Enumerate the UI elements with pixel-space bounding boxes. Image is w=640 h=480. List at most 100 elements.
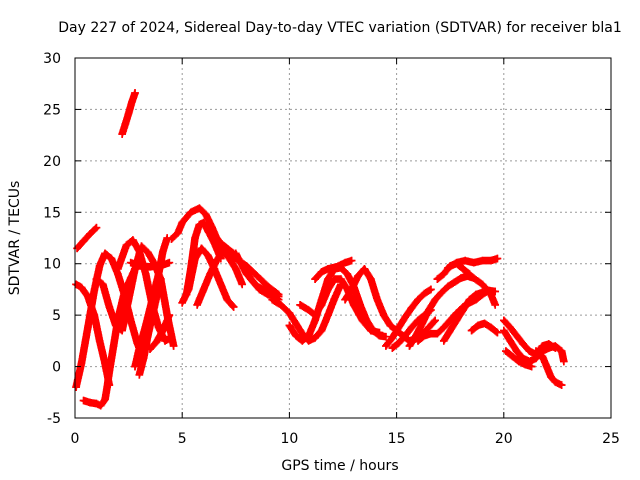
- data-point: [478, 256, 487, 265]
- series-sat-ab: [439, 288, 487, 345]
- data-point: [547, 373, 555, 381]
- data-point: [178, 299, 186, 307]
- data-point: [433, 275, 442, 283]
- data-point: [277, 301, 285, 309]
- data-point: [105, 303, 114, 311]
- data-point: [407, 323, 416, 332]
- data-point: [122, 241, 131, 249]
- data-point: [197, 244, 206, 253]
- data-point: [347, 285, 356, 294]
- data-point: [354, 272, 362, 280]
- data-point: [253, 282, 262, 291]
- data-point: [557, 381, 566, 389]
- data-point: [358, 316, 367, 325]
- data-point: [382, 342, 390, 350]
- data-point: [253, 272, 262, 280]
- data-point: [92, 223, 101, 232]
- data-point: [105, 367, 114, 376]
- data-point: [159, 247, 167, 256]
- series-sat-ai: [532, 347, 566, 389]
- data-point: [292, 319, 300, 328]
- data-point: [79, 237, 88, 245]
- data-point: [506, 337, 515, 345]
- data-point: [184, 285, 193, 294]
- y-tick-label: 5: [52, 308, 61, 324]
- data-point: [388, 333, 397, 342]
- data-point: [459, 265, 467, 273]
- data-point: [478, 288, 487, 297]
- data-point: [92, 399, 101, 408]
- x-tick-labels: 0 5 10 15 20 25: [71, 431, 620, 447]
- data-point: [469, 258, 478, 267]
- data-point: [401, 313, 409, 321]
- data-point: [285, 321, 294, 330]
- data-point: [527, 362, 536, 371]
- data-point: [317, 268, 326, 276]
- data-point: [420, 289, 429, 298]
- data-point: [367, 275, 375, 283]
- data-point: [296, 301, 304, 309]
- data-point: [414, 337, 422, 345]
- data-point: [478, 280, 487, 289]
- y-tick-label: 0: [52, 360, 61, 376]
- data-point: [121, 120, 130, 128]
- data-point: [101, 395, 109, 404]
- axis-ticks: [74, 57, 612, 419]
- data-point: [95, 337, 104, 345]
- data-point: [512, 347, 521, 355]
- data-point: [392, 326, 401, 335]
- data-point: [407, 304, 416, 312]
- data-point: [204, 227, 212, 235]
- data-point: [375, 328, 384, 337]
- data-point: [298, 329, 307, 338]
- y-tick-label: 25: [43, 102, 61, 118]
- data-point: [424, 323, 433, 332]
- data-point: [156, 275, 165, 283]
- data-point: [229, 303, 238, 311]
- data-point: [521, 360, 530, 369]
- data-point: [92, 275, 101, 283]
- data-point: [502, 347, 510, 355]
- data-point: [165, 258, 174, 267]
- data-point: [146, 263, 154, 271]
- data-point: [386, 321, 394, 330]
- data-point: [487, 323, 495, 332]
- data-point: [542, 362, 551, 371]
- data-point: [204, 251, 212, 260]
- data-point: [332, 263, 341, 271]
- y-tick-label: -5: [47, 411, 61, 427]
- data-point: [347, 256, 356, 265]
- data-point: [199, 285, 208, 294]
- data-point: [216, 280, 225, 289]
- series-sat-q: [232, 249, 283, 304]
- data-point: [349, 301, 358, 309]
- data-point: [186, 208, 195, 217]
- data-point: [330, 294, 339, 303]
- data-point: [341, 258, 349, 267]
- data-point: [431, 316, 439, 325]
- data-point: [152, 338, 161, 346]
- data-point: [444, 282, 452, 291]
- series-sat-u: [311, 256, 356, 283]
- data-point: [525, 347, 534, 355]
- data-point: [446, 261, 454, 270]
- data-point: [120, 288, 129, 297]
- data-point: [487, 256, 495, 265]
- data-point: [431, 295, 439, 304]
- data-point: [131, 89, 139, 97]
- data-point: [491, 287, 500, 296]
- data-point: [480, 319, 489, 328]
- y-tick-label: 15: [43, 205, 61, 221]
- data-point: [156, 261, 165, 270]
- series-sat-ad: [433, 259, 474, 283]
- data-point: [210, 239, 219, 247]
- data-point: [238, 280, 247, 289]
- data-point: [551, 378, 560, 386]
- y-tick-label: 10: [43, 257, 61, 273]
- series-sat-ag: [500, 316, 560, 359]
- series-sat-ah: [502, 347, 536, 371]
- data-point: [324, 265, 332, 273]
- data-point: [118, 326, 126, 335]
- data-point: [111, 321, 120, 330]
- x-tick-label: 0: [71, 431, 80, 447]
